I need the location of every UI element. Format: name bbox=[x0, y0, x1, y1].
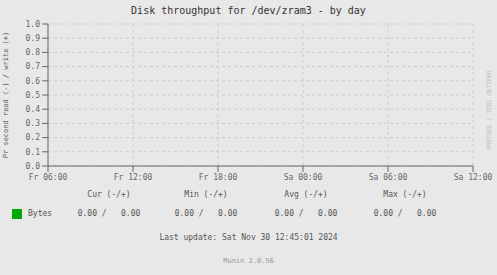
svg-text:Sa 06:00: Sa 06:00 bbox=[369, 173, 408, 182]
html-text:Bytes: Bytes bbox=[28, 209, 53, 218]
html-text:Disk throughput for /dev/zram3: Disk throughput for /dev/zram3 - by day bbox=[131, 5, 366, 16]
html-text:Cur (-/+): Cur (-/+) bbox=[87, 190, 131, 199]
svg-text:Fr 06:00: Fr 06:00 bbox=[29, 173, 68, 182]
svg-text:0.4: 0.4 bbox=[26, 105, 41, 114]
svg-text:0.3: 0.3 bbox=[26, 119, 41, 128]
svg-text:0.2: 0.2 bbox=[26, 133, 41, 142]
svg-text:Sa 12:00: Sa 12:00 bbox=[454, 173, 489, 182]
html-text:Last update: Sat Nov 30 12:45:: Last update: Sat Nov 30 12:45:01 2024 bbox=[159, 233, 338, 242]
svg-text:Fr 18:00: Fr 18:00 bbox=[199, 173, 238, 182]
html-text:RRDTOOL / TOBI OETIKER: RRDTOOL / TOBI OETIKER bbox=[484, 70, 492, 150]
svg-text:0.7: 0.7 bbox=[26, 62, 41, 71]
html-text:Min (-/+): Min (-/+) bbox=[184, 190, 228, 199]
html-text:Avg (-/+): Avg (-/+) bbox=[284, 190, 328, 199]
html-text:0.00 / 0.00: 0.00 / 0.00 bbox=[373, 209, 437, 218]
svg-text:0.6: 0.6 bbox=[26, 77, 41, 86]
svg-text:0.0: 0.0 bbox=[26, 162, 41, 171]
svg-text:Fr 12:00: Fr 12:00 bbox=[114, 173, 153, 182]
html-text:Max (-/+): Max (-/+) bbox=[383, 190, 427, 199]
html-text:0.00 / 0.00: 0.00 / 0.00 bbox=[274, 209, 338, 218]
html-text:0.00 / 0.00: 0.00 / 0.00 bbox=[174, 209, 238, 218]
svg-text:1.0: 1.0 bbox=[26, 20, 41, 29]
svg-text:0.5: 0.5 bbox=[26, 91, 41, 100]
html-text:Munin 2.0.56: Munin 2.0.56 bbox=[223, 257, 274, 265]
svg-text:0.1: 0.1 bbox=[26, 148, 41, 157]
svg-text:0.9: 0.9 bbox=[26, 34, 41, 43]
svg-text:0.8: 0.8 bbox=[26, 48, 41, 57]
html-text:0.00 / 0.00: 0.00 / 0.00 bbox=[77, 209, 141, 218]
svg-text:Pr second read (-) / write (+): Pr second read (-) / write (+) bbox=[8, 32, 10, 158]
svg-text:Sa 00:00: Sa 00:00 bbox=[284, 173, 323, 182]
